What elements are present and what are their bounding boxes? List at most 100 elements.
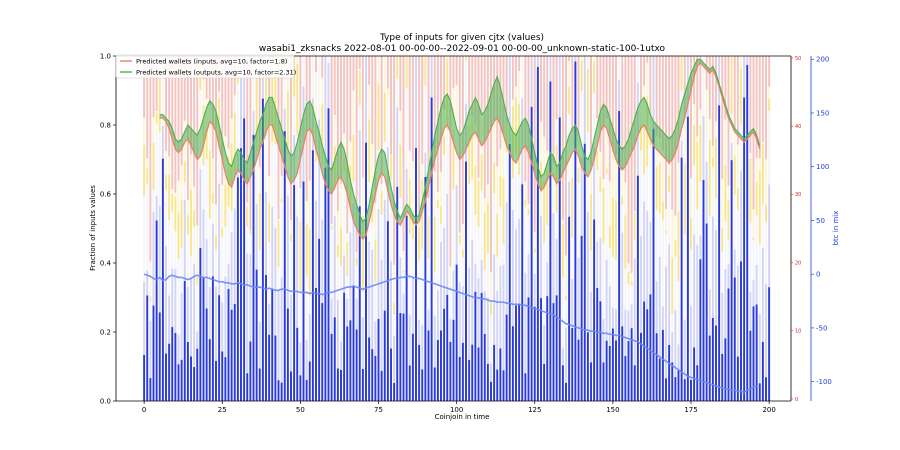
composition-bar-segment	[380, 56, 383, 185]
composition-bar-segment	[358, 105, 361, 131]
composition-bar-segment	[274, 227, 277, 336]
composition-bar-segment	[727, 264, 730, 289]
composition-bar-segment	[546, 56, 549, 151]
composition-bar-segment	[361, 216, 364, 293]
composition-bar-segment	[683, 117, 686, 164]
composition-bar-segment	[536, 67, 539, 401]
composition-bar-segment	[155, 220, 158, 401]
composition-bar-segment	[493, 120, 496, 164]
composition-bar-segment	[461, 342, 464, 401]
composition-bar-segment	[421, 249, 424, 325]
composition-bar-segment	[671, 362, 674, 401]
composition-bar-segment	[490, 272, 492, 301]
composition-bar-segment	[736, 209, 739, 266]
composition-bar-segment	[565, 327, 567, 383]
y-tick-label: 0.0	[100, 398, 111, 406]
composition-bar-segment	[440, 171, 442, 207]
composition-bar-segment	[574, 56, 577, 62]
composition-bar-segment	[330, 298, 333, 334]
composition-bar-segment	[724, 119, 727, 166]
composition-bar-segment	[186, 342, 189, 401]
composition-bar-segment	[483, 212, 486, 271]
composition-bar-segment	[227, 148, 230, 157]
composition-bar-segment	[674, 256, 677, 310]
y2-tick-label: 200	[816, 56, 829, 64]
composition-bar-segment	[533, 252, 536, 275]
composition-bar-segment	[240, 148, 242, 401]
composition-bar-segment	[740, 56, 742, 69]
composition-bar-segment	[561, 347, 564, 366]
composition-bar-segment	[702, 180, 705, 401]
composition-bar-segment	[471, 117, 474, 179]
composition-bar-segment	[724, 338, 727, 401]
composition-bar-segment	[593, 56, 596, 62]
composition-bar-segment	[333, 56, 336, 115]
composition-bar-segment	[386, 101, 389, 148]
composition-bar-segment	[230, 118, 233, 144]
composition-bar-segment	[174, 231, 177, 269]
composition-bar-segment	[768, 111, 771, 185]
composition-bar-segment	[571, 177, 574, 237]
composition-bar-segment	[286, 90, 289, 154]
composition-bar-segment	[330, 223, 333, 227]
composition-bar-segment	[205, 308, 208, 401]
composition-bar-segment	[433, 272, 436, 316]
composition-bar-segment	[483, 198, 486, 213]
composition-bar-segment	[490, 381, 492, 401]
composition-bar-segment	[386, 221, 389, 401]
composition-bar-segment	[555, 295, 558, 401]
composition-bar-segment	[211, 276, 214, 401]
composition-bar-segment	[358, 70, 361, 106]
composition-bar-segment	[324, 56, 327, 168]
y-axis-label: Fraction of inputs values	[89, 185, 97, 271]
composition-bar-segment	[321, 164, 324, 220]
composition-bar-segment	[649, 56, 652, 116]
composition-bar-segment	[677, 370, 680, 401]
composition-bar-segment	[233, 303, 236, 401]
composition-bar-segment	[305, 276, 308, 341]
composition-bar-segment	[633, 211, 636, 214]
composition-bar-segment	[377, 318, 380, 401]
y3-tick-label: 0	[795, 397, 798, 403]
composition-bar-segment	[543, 242, 546, 325]
composition-bar-segment	[427, 330, 430, 401]
composition-bar-segment	[661, 201, 664, 221]
composition-bar-segment	[724, 269, 727, 339]
composition-bar-segment	[240, 56, 242, 149]
composition-bar-segment	[721, 353, 724, 401]
composition-bar-segment	[702, 56, 705, 116]
composition-bar-segment	[418, 260, 421, 321]
composition-bar-segment	[558, 117, 561, 401]
composition-bar-segment	[765, 204, 767, 223]
composition-bar-segment	[180, 292, 183, 360]
composition-bar-segment	[377, 56, 380, 84]
composition-bar-segment	[761, 204, 764, 249]
composition-bar-segment	[543, 324, 546, 364]
composition-bar-segment	[190, 356, 192, 401]
composition-bar-segment	[396, 56, 399, 79]
composition-bar-segment	[152, 189, 155, 212]
y3-tick-label: 40	[795, 124, 801, 130]
composition-bar-segment	[658, 56, 661, 139]
composition-bar-segment	[480, 56, 483, 113]
composition-bar-segment	[446, 294, 449, 401]
composition-bar-segment	[658, 257, 661, 359]
composition-bar-segment	[336, 211, 339, 246]
composition-bar-segment	[571, 131, 574, 178]
composition-bar-segment	[211, 158, 214, 193]
composition-bar-segment	[171, 193, 174, 212]
chart-subtitle: wasabi1_zksnacks 2022-08-01 00-00-00--20…	[259, 44, 666, 54]
plot-area	[143, 56, 771, 402]
composition-bar-segment	[218, 149, 221, 184]
composition-bar-segment	[658, 213, 661, 258]
composition-bar-segment	[171, 327, 174, 401]
composition-bar-segment	[733, 56, 736, 132]
composition-bar-segment	[536, 56, 539, 68]
composition-bar-segment	[586, 332, 589, 401]
composition-bar-segment	[180, 359, 183, 401]
composition-bar-segment	[630, 285, 633, 304]
composition-bar-segment	[630, 273, 633, 281]
composition-bar-segment	[596, 151, 599, 170]
composition-bar-segment	[665, 378, 667, 401]
composition-bar-segment	[693, 165, 696, 235]
